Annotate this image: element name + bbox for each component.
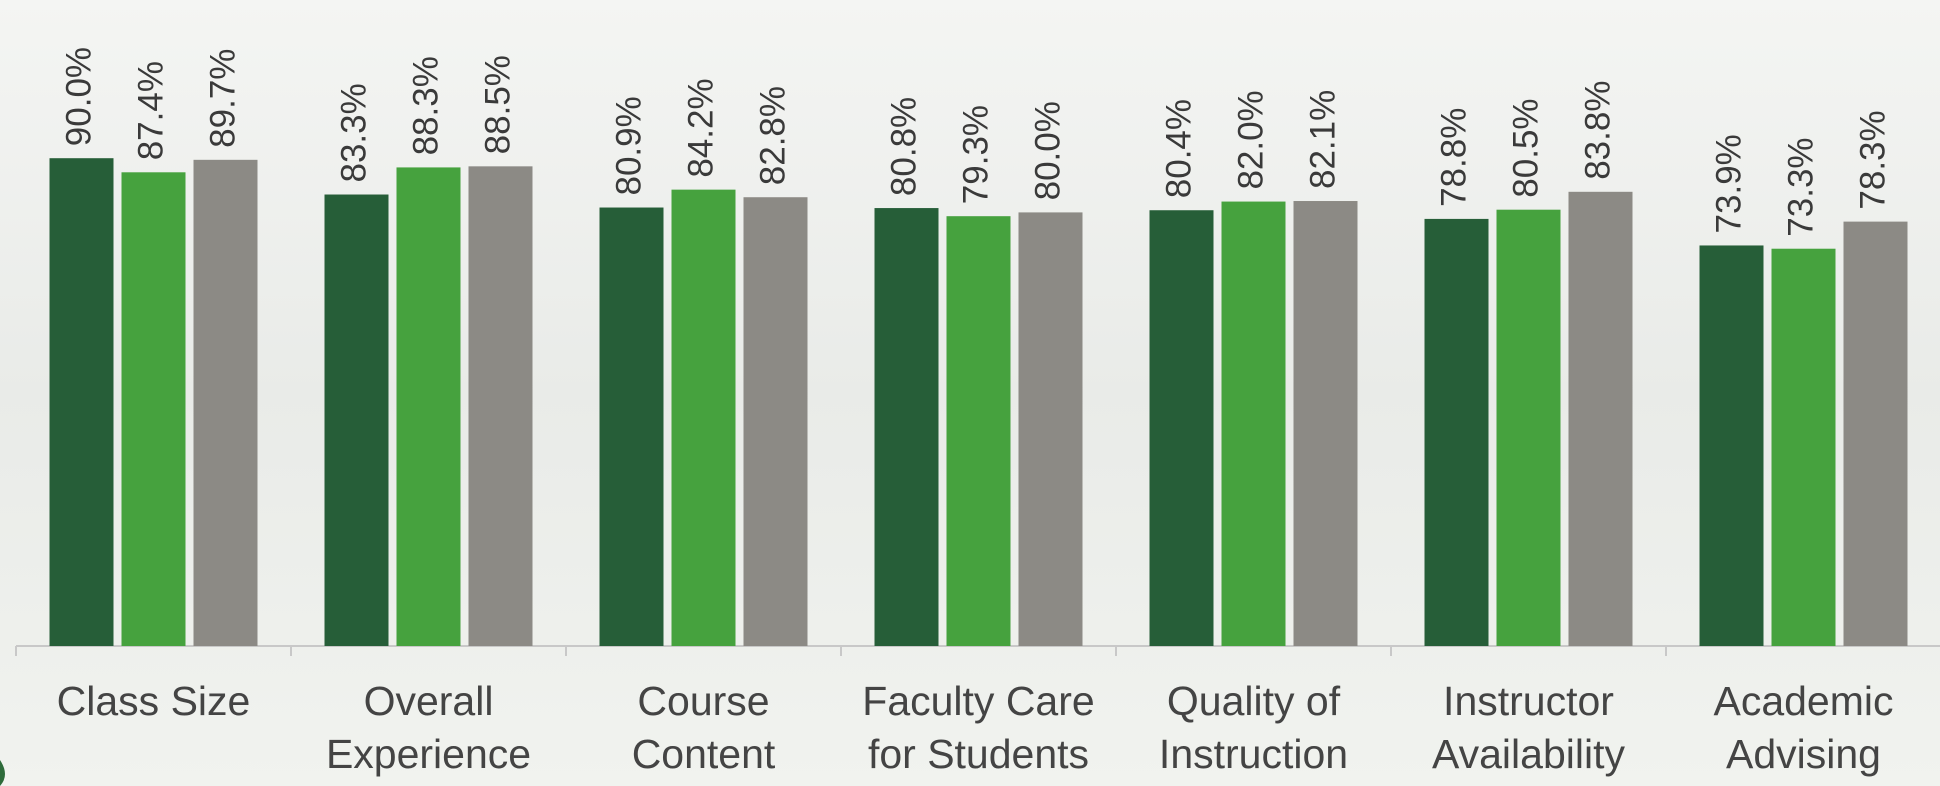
x-tick-label: Course [637, 678, 769, 724]
bar [743, 197, 808, 646]
value-label: 82.1% [1304, 90, 1343, 189]
value-label: 80.8% [885, 97, 924, 196]
bar [671, 189, 736, 647]
bar [1221, 201, 1286, 646]
value-label: 83.8% [1579, 81, 1618, 180]
bar [121, 172, 186, 647]
value-label: 78.8% [1435, 108, 1474, 207]
x-tick-label: for Students [868, 731, 1089, 777]
value-label: 80.5% [1507, 98, 1546, 197]
x-tick-label: Academic [1713, 678, 1893, 724]
bar [1843, 221, 1908, 646]
bar [946, 216, 1011, 646]
value-label: 83.3% [335, 83, 374, 182]
value-label: 80.9% [610, 96, 649, 195]
value-label: 90.0% [60, 47, 99, 146]
x-tick-label: Instruction [1159, 731, 1348, 777]
x-tick-label: Overall [364, 678, 494, 724]
bar [1018, 212, 1083, 646]
value-label: 82.0% [1232, 90, 1271, 189]
x-tick-label: Class Size [57, 678, 251, 724]
value-label: 80.4% [1160, 99, 1199, 198]
bar [1699, 245, 1764, 646]
value-label: 84.2% [682, 78, 721, 177]
x-tick-label: Instructor [1443, 678, 1614, 724]
value-label: 73.3% [1782, 137, 1821, 236]
value-label: 73.9% [1710, 134, 1749, 233]
value-label: 79.3% [957, 105, 996, 204]
value-label: 82.8% [754, 86, 793, 185]
x-tick-label: Experience [326, 731, 531, 777]
bar [599, 207, 664, 646]
value-label: 80.0% [1029, 101, 1068, 200]
x-tick-label: Availability [1432, 731, 1625, 777]
bar [1293, 201, 1358, 646]
value-label: 78.3% [1854, 110, 1893, 209]
bar [1424, 218, 1489, 647]
value-label: 89.7% [204, 49, 243, 148]
x-tick-label: Advising [1726, 731, 1881, 777]
corner-accent [0, 760, 5, 786]
bar [1496, 209, 1561, 646]
bar [396, 167, 461, 646]
plot: 90.0% 87.4% 89.7% Class Size 83.3% 88.3% 88.5%… [15, 47, 1940, 777]
bar [193, 159, 258, 647]
bar [874, 208, 939, 646]
value-label: 88.5% [479, 55, 518, 154]
bar [49, 158, 114, 646]
x-tick-label: Content [632, 731, 776, 777]
bar [1568, 191, 1633, 646]
x-tick-label: Quality of [1167, 678, 1341, 724]
bar [1149, 210, 1214, 646]
bar [1771, 248, 1836, 647]
bar [324, 194, 389, 646]
x-tick-label: Faculty Care [862, 678, 1094, 724]
value-label: 88.3% [407, 56, 446, 155]
bar [468, 166, 533, 646]
value-label: 87.4% [132, 61, 171, 160]
